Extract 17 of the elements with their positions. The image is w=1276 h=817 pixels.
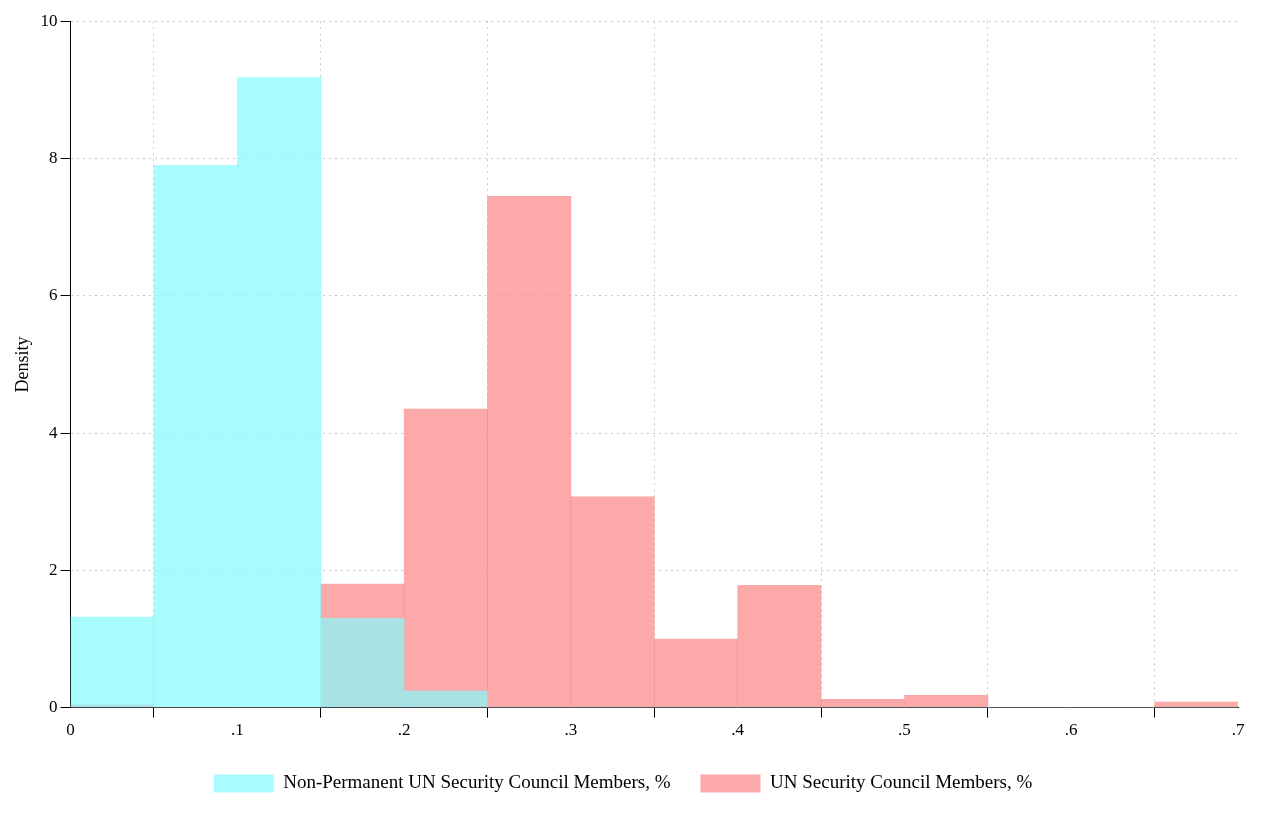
y-tick-label: 4: [49, 422, 59, 442]
x-tick-label: .3: [564, 720, 578, 740]
y-tick-label: 10: [40, 10, 58, 30]
legend-label: UN Security Council Members, %: [770, 771, 1033, 793]
x-tick-label: .2: [397, 720, 411, 740]
y-tick-label: 6: [49, 285, 58, 305]
legend-label: Non-Permanent UN Security Council Members, %: [283, 771, 671, 793]
x-tick-label: 0: [66, 720, 75, 740]
x-tick-label: .5: [898, 720, 911, 740]
x-tick-label: .6: [1064, 720, 1078, 740]
x-tick-label: .7: [1231, 720, 1245, 740]
y-tick-label: 8: [49, 147, 58, 167]
y-axis-title: Density: [11, 336, 32, 393]
x-tick-label: .1: [231, 720, 244, 740]
y-tick-label: 0: [49, 697, 58, 717]
x-tick-label: .4: [731, 720, 745, 740]
y-tick-label: 2: [49, 559, 58, 579]
